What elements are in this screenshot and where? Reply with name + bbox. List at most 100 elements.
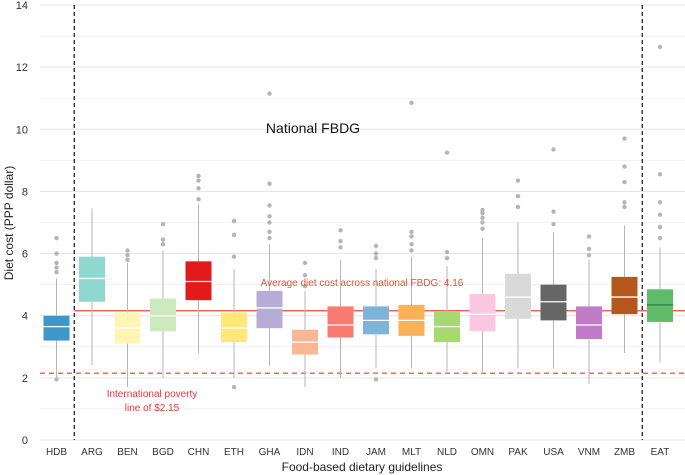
outlier-point [54,260,59,266]
box-hdb [43,235,70,382]
outlier-point [622,136,627,141]
outlier-point [54,377,59,382]
y-tick-label: 12 [16,62,28,74]
y-tick-label: 2 [22,373,28,385]
box-ind [327,228,354,378]
outlier-point [267,214,272,219]
outlier-point [338,238,343,244]
outlier-point [622,204,627,210]
box-body [576,306,602,340]
outlier-point [196,196,201,202]
outlier-point [267,220,272,225]
outlier-point [54,270,59,275]
outlier-point [160,237,166,242]
box-jam [363,243,389,382]
outlier-point [160,221,166,227]
outlier-point [586,246,592,252]
group-label-national-fbdg: National FBDG [266,120,360,136]
x-tick-label: EAT [651,447,670,458]
x-tick-labels: HDB ARG BEN BGD CHN ETH GHA IDN IND JAM MLT NLD OMN P… [46,447,669,458]
outlier-point [657,212,663,217]
outlier-point [622,179,627,185]
y-tick-label: 6 [22,249,28,261]
box-eth [221,218,247,390]
box-body [327,306,354,338]
x-tick-label: BGD [152,447,174,458]
box-body [469,293,496,332]
outlier-point [231,232,237,238]
outlier-point [480,226,485,231]
box-chn [185,173,212,353]
y-tick-labels: 0 2 4 6 8 10 12 14 [16,0,28,447]
box-body [256,290,283,329]
x-tick-label: OMN [471,447,494,458]
x-tick-label: PAK [508,447,528,458]
outlier-point [480,215,485,221]
outlier-point [54,251,59,256]
outlier-point [302,273,308,278]
outlier-point [302,283,308,289]
y-tick-label: 10 [16,124,28,136]
grid-layer [40,4,685,441]
box-omn [469,207,496,372]
outlier-point [125,252,130,258]
outlier-point [267,229,272,235]
x-axis-label: Food-based dietary guidelines [282,460,443,474]
outlier-point [302,260,308,266]
box-layer [43,44,673,390]
outlier-point [657,200,663,205]
outlier-point [444,150,450,155]
x-tick-label: IDN [296,447,313,458]
outlier-point [657,44,663,50]
outlier-point [480,210,485,216]
box-bgd [150,221,176,378]
x-tick-label: CHN [188,447,210,458]
outlier-point [373,251,379,256]
box-body [647,289,673,322]
outlier-point [231,384,237,390]
outlier-point [515,178,521,183]
outlier-point [409,242,414,247]
poverty-line-label-line2: line of $2.15 [125,403,180,414]
outlier-point [480,207,485,213]
x-tick-label: NLD [437,447,457,458]
outlier-point [586,234,592,239]
outlier-point [373,256,379,261]
outlier-point [657,224,663,230]
outlier-point [231,254,237,259]
box-body [43,315,70,341]
outlier-point [267,181,272,186]
outlier-point [515,204,521,210]
box-mlt [398,100,425,369]
box-zmb [611,136,638,353]
box-usa [540,147,567,369]
x-tick-label: USA [543,447,564,458]
outlier-point [338,228,343,233]
box-pak [505,178,531,369]
x-tick-label: HDB [46,447,67,458]
box-gha [256,91,283,366]
y-axis-label: Diet cost (PPP dollar) [2,166,16,281]
outlier-point [267,91,272,96]
outlier-point [586,252,592,258]
box-ben [114,248,141,388]
poverty-line-label-line1: International poverty [107,389,198,400]
outlier-point [373,377,379,382]
outlier-point [409,100,414,106]
outlier-point [622,200,627,205]
box-body [185,261,212,301]
box-body [221,312,247,343]
outlier-point [480,220,485,225]
y-tick-label: 14 [16,0,28,12]
outlier-point [444,249,450,255]
x-tick-label: MLT [402,447,421,458]
outlier-point [160,242,166,247]
box-body [611,276,638,315]
outlier-point [54,265,59,270]
x-tick-label: JAM [366,447,386,458]
outlier-point [657,235,663,241]
y-tick-label: 8 [22,186,28,198]
box-vnm [576,234,602,385]
x-tick-label: BEN [117,447,138,458]
